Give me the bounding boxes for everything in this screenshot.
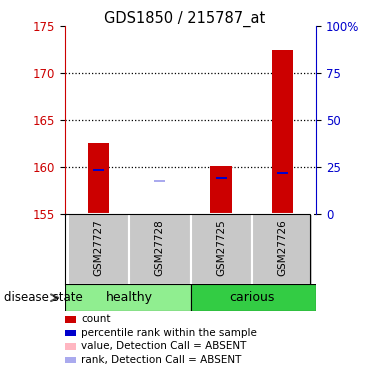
Text: disease state: disease state xyxy=(4,291,83,304)
Text: GSM27727: GSM27727 xyxy=(94,220,104,276)
Bar xyxy=(191,214,252,285)
Text: GSM27725: GSM27725 xyxy=(216,220,226,276)
Text: rank, Detection Call = ABSENT: rank, Detection Call = ABSENT xyxy=(81,355,242,365)
Text: GSM27726: GSM27726 xyxy=(278,220,287,276)
Bar xyxy=(277,172,288,174)
Bar xyxy=(216,177,227,179)
Text: percentile rank within the sample: percentile rank within the sample xyxy=(81,328,257,338)
Text: count: count xyxy=(81,315,111,324)
Bar xyxy=(272,50,293,214)
Bar xyxy=(93,169,104,171)
Text: GSM27728: GSM27728 xyxy=(155,220,165,276)
Bar xyxy=(154,180,165,182)
Bar xyxy=(211,166,232,214)
Bar xyxy=(129,214,191,285)
Bar xyxy=(191,284,316,311)
Text: GDS1850 / 215787_at: GDS1850 / 215787_at xyxy=(104,11,266,27)
Bar xyxy=(65,284,191,311)
Bar xyxy=(68,214,129,285)
Bar xyxy=(88,144,109,214)
Text: carious: carious xyxy=(229,291,275,304)
Bar xyxy=(252,214,313,285)
Text: healthy: healthy xyxy=(106,291,153,304)
Text: value, Detection Call = ABSENT: value, Detection Call = ABSENT xyxy=(81,342,247,351)
